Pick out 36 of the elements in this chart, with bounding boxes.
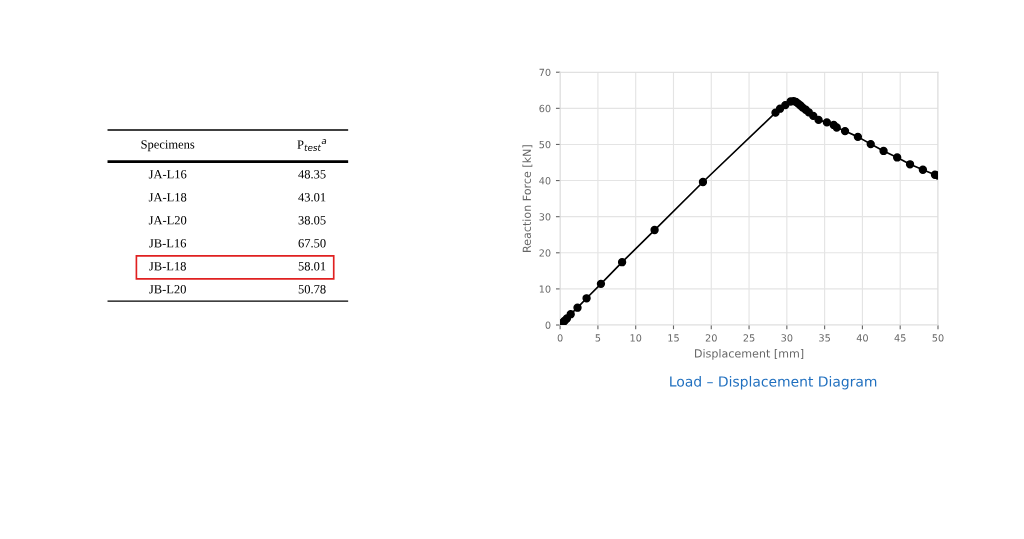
x-tick-label: 30	[781, 334, 793, 342]
text: 43.01	[298, 193, 326, 202]
x-tick-label: 40	[856, 334, 868, 342]
text: 67.50	[298, 239, 326, 248]
category-label: JB-L18	[149, 262, 186, 271]
y-tick-label: 40	[539, 177, 551, 185]
y-tick-label: 70	[539, 68, 551, 77]
x-tick-label: 10	[630, 334, 642, 342]
category-label: JB-L20	[149, 285, 186, 294]
category-label: JB-L16	[149, 239, 187, 248]
text: P$_{test}$$^{a}$	[297, 139, 327, 151]
category-label: JA-L18	[148, 193, 187, 202]
x-tick-label: 50	[932, 334, 944, 342]
x-tick-label: 45	[894, 334, 906, 342]
category-label: JA-L20	[148, 216, 187, 225]
x-tick-label: 15	[668, 334, 679, 342]
text: 38.05	[298, 216, 326, 225]
x-tick-label: 5	[595, 334, 601, 342]
y-tick-label: 0	[545, 321, 551, 329]
x-tick-label: 0	[557, 334, 563, 342]
y-tick-label: 10	[539, 285, 551, 293]
text: 58.01	[298, 262, 326, 271]
x-tick-label: 20	[705, 334, 717, 342]
y-tick-label: 50	[539, 140, 551, 149]
x-axis-title: Displacement [mm]	[695, 349, 804, 360]
y-axis-title: Reaction Force [kN]	[522, 145, 533, 252]
x-tick-label: 25	[743, 334, 755, 342]
text: Specimens	[141, 140, 195, 152]
category-label: JA-L16	[148, 170, 187, 179]
text: 50.78	[298, 285, 326, 294]
x-tick-label: 35	[819, 334, 830, 342]
text: 48.35	[298, 170, 326, 179]
y-tick-label: 60	[539, 104, 551, 113]
text: Load – Displacement Diagram	[670, 375, 877, 390]
y-tick-label: 30	[539, 213, 551, 221]
y-tick-label: 20	[539, 249, 551, 257]
